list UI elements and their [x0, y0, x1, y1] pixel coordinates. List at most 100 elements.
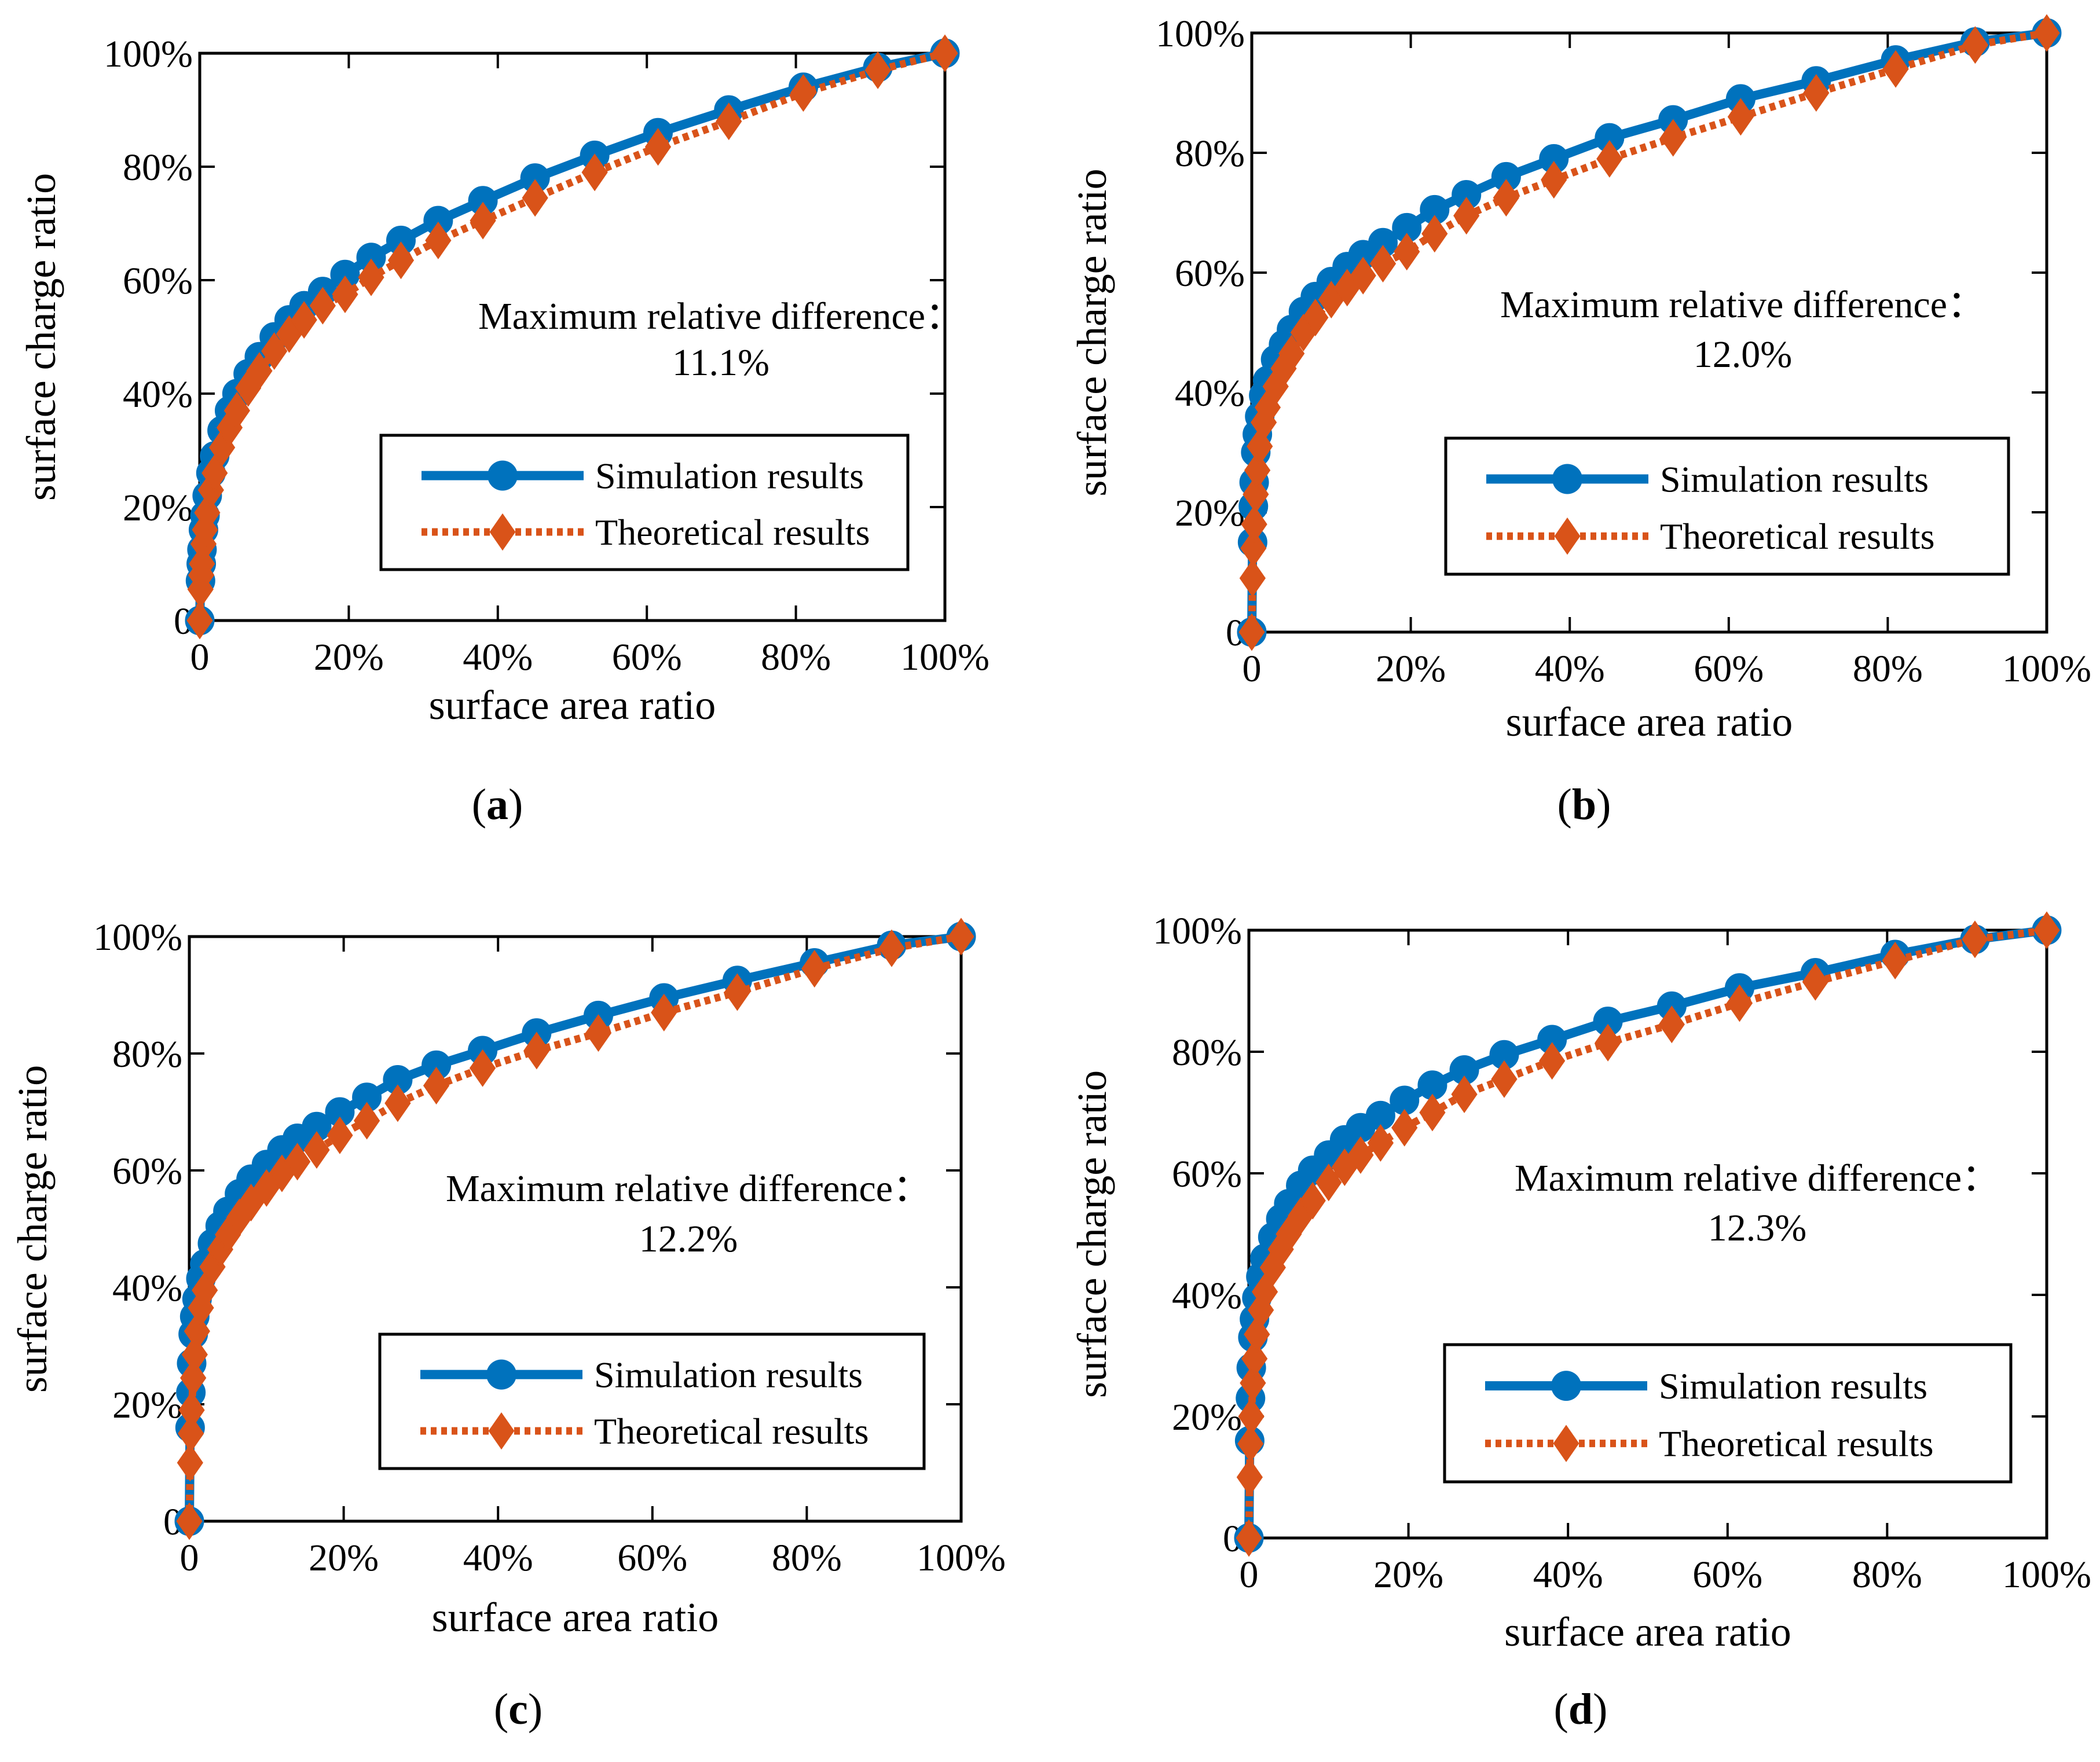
legend-circle-icon: [486, 1359, 516, 1390]
theoretical-point: [189, 545, 215, 583]
theoretical-point: [384, 1084, 411, 1122]
theoretical-point: [1302, 299, 1329, 337]
y-tick-label: 100%: [1153, 910, 1242, 952]
legend-theoretical-label: Theoretical results: [595, 512, 870, 553]
theoretical-point: [1244, 451, 1271, 490]
theoretical-point: [1595, 1023, 1621, 1062]
annotation-title: Maximum relative difference：: [1500, 284, 1985, 326]
panel-label: (d): [1554, 1685, 1608, 1734]
legend-simulation-label: Simulation results: [1659, 1365, 1927, 1407]
theoretical-point: [1882, 50, 1909, 88]
y-tick-label: 60%: [123, 260, 193, 302]
theoretical-point: [469, 1049, 496, 1087]
theoretical-point: [1240, 529, 1267, 567]
x-axis-label: surface area ratio: [1504, 1609, 1791, 1655]
annotation-value: 12.0%: [1694, 333, 1792, 376]
y-tick-label: 40%: [1175, 372, 1245, 414]
theoretical-point: [284, 1143, 311, 1181]
theoretical-point: [1315, 1163, 1342, 1202]
x-tick-label: 40%: [463, 1537, 533, 1579]
annotation-value: 12.2%: [639, 1218, 738, 1260]
chart-panel-b: 0020%20%40%40%60%60%80%80%100%100%surfac…: [1069, 13, 2091, 829]
x-tick-label: 100%: [2002, 648, 2091, 690]
x-axis-label: surface area ratio: [429, 682, 716, 728]
x-axis-label: surface area ratio: [1506, 699, 1793, 745]
legend-diamond-icon: [1553, 1425, 1579, 1462]
theoretical-point: [1236, 1458, 1263, 1496]
theoretical-point: [948, 917, 974, 956]
theoretical-point: [2033, 911, 2060, 949]
y-axis-label: surface charge ratio: [1069, 168, 1115, 496]
theoretical-point: [1244, 1315, 1270, 1353]
y-tick-label: 80%: [1172, 1031, 1242, 1074]
x-tick-label: 20%: [1376, 648, 1446, 690]
theoretical-point: [1727, 98, 1754, 136]
annotation-title: Maximum relative difference：: [446, 1168, 931, 1210]
x-tick-label: 60%: [612, 636, 682, 678]
y-tick-label: 100%: [1156, 13, 1245, 55]
theoretical-point: [184, 1312, 210, 1350]
chart-panel-a: 0020%20%40%40%60%60%80%80%100%100%surfac…: [18, 33, 989, 829]
y-axis-label: surface charge ratio: [18, 173, 64, 501]
legend: [379, 434, 910, 571]
y-tick-label: 100%: [93, 916, 182, 959]
theoretical-point: [1241, 1339, 1268, 1378]
theoretical-point: [1451, 1075, 1478, 1114]
panel-letter: c: [508, 1685, 528, 1734]
theoretical-point: [864, 51, 891, 89]
theoretical-point: [1962, 26, 1989, 64]
theoretical-point: [186, 601, 213, 640]
panel-label: (b): [1557, 780, 1611, 829]
y-tick-label: 60%: [1175, 252, 1245, 295]
y-axis-label: surface charge ratio: [9, 1065, 56, 1393]
annotation-title: Maximum relative difference：: [478, 295, 963, 337]
theoretical-point: [1541, 161, 1567, 199]
theoretical-point: [716, 102, 742, 141]
theoretical-point: [178, 1391, 205, 1429]
y-tick-label: 80%: [112, 1033, 182, 1075]
theoretical-point: [522, 179, 548, 217]
theoretical-point: [309, 287, 336, 325]
annotation-title: Maximum relative difference：: [1515, 1157, 2000, 1199]
theoretical-point: [246, 352, 273, 390]
panel-letter: a: [486, 780, 508, 829]
theoretical-series-line: [1245, 926, 2047, 1539]
panel-letter: b: [1572, 780, 1596, 829]
theoretical-point: [1802, 963, 1829, 1001]
y-tick-label: 60%: [112, 1150, 182, 1192]
x-tick-label: 0: [180, 1537, 199, 1579]
theoretical-point: [332, 275, 358, 314]
theoretical-point: [1803, 74, 1830, 112]
x-tick-label: 80%: [761, 636, 831, 678]
theoretical-point: [585, 1014, 612, 1052]
theoretical-point: [1421, 215, 1448, 253]
theoretical-point: [1658, 1005, 1685, 1044]
theoretical-point: [1347, 1136, 1374, 1174]
legend-theoretical-label: Theoretical results: [1660, 516, 1934, 557]
legend-theoretical-label: Theoretical results: [594, 1411, 868, 1452]
theoretical-point: [291, 301, 317, 339]
theoretical-point: [1491, 1060, 1518, 1098]
theoretical-point: [1419, 1093, 1446, 1132]
y-tick-label: 40%: [1172, 1275, 1242, 1317]
theoretical-point: [425, 221, 452, 259]
theoretical-point: [790, 74, 817, 112]
x-tick-label: 0: [190, 636, 210, 678]
x-tick-label: 80%: [1852, 1554, 1922, 1596]
x-tick-label: 80%: [1853, 648, 1923, 690]
y-axis-label: surface charge ratio: [1069, 1070, 1115, 1398]
theoretical-series-line: [185, 933, 962, 1522]
x-tick-label: 80%: [772, 1537, 842, 1579]
theoretical-point: [176, 1502, 203, 1540]
legend-simulation-label: Simulation results: [595, 456, 864, 497]
theoretical-point: [1493, 179, 1519, 217]
y-tick-label: 20%: [123, 487, 193, 529]
theoretical-point: [1299, 1181, 1326, 1220]
theoretical-point: [581, 153, 608, 192]
x-tick-label: 100%: [2002, 1554, 2091, 1596]
theoretical-point: [651, 993, 677, 1031]
theoretical-point: [1239, 559, 1266, 597]
theoretical-point: [470, 201, 496, 240]
y-tick-label: 60%: [1172, 1153, 1242, 1195]
